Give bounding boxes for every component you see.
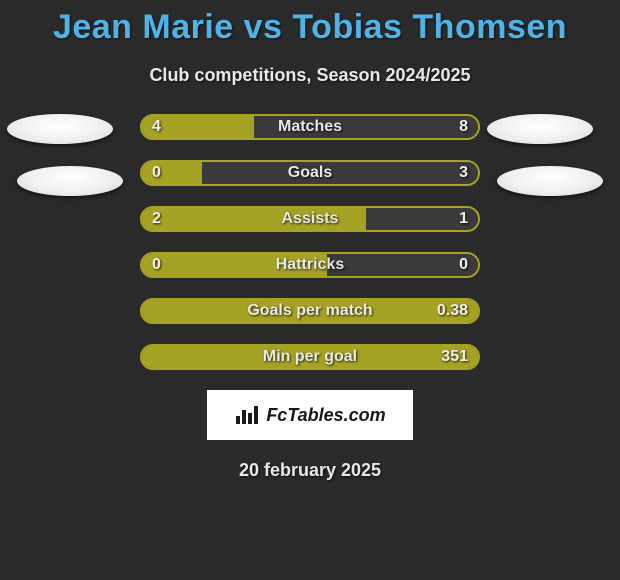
bar-value-right: 3	[459, 164, 468, 182]
subtitle: Club competitions, Season 2024/2025	[0, 65, 620, 86]
bar-fill-right	[254, 116, 478, 138]
stat-bar: 00Hattricks	[140, 252, 480, 278]
stat-bar: 351Min per goal	[140, 344, 480, 370]
logo-badge: FcTables.com	[207, 390, 413, 440]
logo-text: FcTables.com	[266, 405, 385, 426]
bar-value-left: 2	[152, 210, 161, 228]
player-avatar-left-1	[17, 166, 123, 196]
footer-date: 20 february 2025	[0, 460, 620, 481]
page-title: Jean Marie vs Tobias Thomsen	[0, 0, 620, 47]
bar-fill-right	[202, 162, 478, 184]
player-avatar-left-0	[7, 114, 113, 144]
bar-value-right: 0.38	[437, 302, 468, 320]
bar-fill-left	[142, 208, 366, 230]
bar-value-right: 0	[459, 256, 468, 274]
bar-value-left: 4	[152, 118, 161, 136]
bar-fill-right	[327, 254, 478, 276]
bar-value-left: 0	[152, 256, 161, 274]
comparison-infographic: Jean Marie vs Tobias Thomsen Club compet…	[0, 0, 620, 580]
stat-bar: 48Matches	[140, 114, 480, 140]
bars-icon	[234, 404, 260, 426]
bar-fill-left	[142, 300, 478, 322]
bar-value-left: 0	[152, 164, 161, 182]
stat-bar: 21Assists	[140, 206, 480, 232]
bar-fill-left	[142, 346, 478, 368]
bar-value-right: 351	[441, 348, 468, 366]
chart-area: 48Matches03Goals21Assists00Hattricks0.38…	[0, 114, 620, 370]
player-avatar-right-0	[487, 114, 593, 144]
stat-bar: 0.38Goals per match	[140, 298, 480, 324]
bar-fill-left	[142, 254, 327, 276]
bar-value-right: 8	[459, 118, 468, 136]
player-avatar-right-1	[497, 166, 603, 196]
bar-value-right: 1	[459, 210, 468, 228]
stat-bar: 03Goals	[140, 160, 480, 186]
